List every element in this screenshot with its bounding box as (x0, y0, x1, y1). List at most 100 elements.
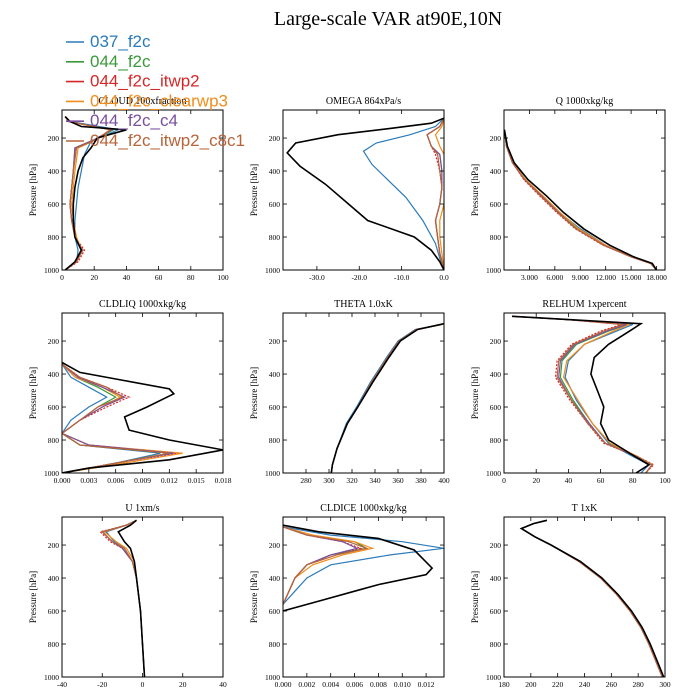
y-tick-label: 600 (269, 607, 281, 616)
y-tick-label: 1000 (44, 673, 59, 682)
y-tick-label: 1000 (486, 469, 501, 478)
y-tick-label: 600 (48, 607, 60, 616)
panel-6: U 1xm/s Pressure [hPa] -40 -20 0 20 40 200 400 60… (28, 503, 227, 689)
panel-title: Q 1000xkg/kg (556, 96, 614, 107)
series-line-6 (283, 524, 434, 612)
legend-label: 044_f2c_c4 (90, 111, 178, 130)
series-line-2 (330, 323, 442, 473)
series-line-3 (330, 323, 442, 473)
y-tick-label: 800 (269, 436, 281, 445)
series-line-5 (426, 117, 444, 270)
x-tick-label: 18.000 (646, 273, 667, 282)
series-line-3 (520, 519, 663, 677)
panel-1: OMEGA 864xPa/s Pressure [hPa] -30.0 -20.0 -1… (249, 96, 449, 282)
y-tick-label: 600 (490, 200, 502, 209)
y-axis-label: Pressure [hPa] (249, 367, 259, 419)
panel-title: OMEGA 864xPa/s (326, 96, 401, 107)
y-tick-label: 200 (269, 134, 281, 143)
series-line-0 (511, 315, 650, 473)
series-line-2 (520, 519, 663, 677)
series-line-5 (330, 323, 442, 473)
series-group (99, 519, 146, 677)
x-tick-label: 0.008 (370, 680, 387, 689)
plot-frame (282, 109, 445, 271)
x-tick-label: 12.000 (595, 273, 616, 282)
y-tick-label: 400 (269, 370, 281, 379)
y-tick-label: 600 (490, 403, 502, 412)
panel-title: CLDICE 1000xkg/kg (320, 503, 406, 514)
x-tick-label: 0.003 (80, 476, 97, 485)
legend-item: 044_f2c_itwp2_c8c1 (66, 131, 245, 150)
x-tick-label: 0 (141, 680, 145, 689)
series-group (330, 322, 444, 473)
panel-8: T 1xK Pressure [hPa] 180 200 220 240 260 280 300… (470, 503, 671, 689)
x-tick-label: 0.006 (346, 680, 363, 689)
plot-frame (61, 312, 224, 474)
y-tick-label: 600 (48, 403, 60, 412)
series-group (504, 129, 658, 270)
series-line-3 (504, 129, 657, 270)
series-group (519, 519, 665, 677)
x-tick-label: 320 (346, 476, 358, 485)
x-tick-label: 280 (300, 476, 312, 485)
series-line-0 (520, 519, 663, 677)
x-tick-label: 0.015 (188, 476, 205, 485)
y-axis-label: Pressure [hPa] (470, 164, 480, 216)
panel-title: CLDLIQ 1000xkg/kg (99, 299, 186, 310)
x-tick-label: 80 (187, 273, 195, 282)
x-tick-label: 3.000 (521, 273, 538, 282)
series-line-2 (99, 519, 146, 677)
x-tick-label: 6.000 (546, 273, 563, 282)
series-line-0 (504, 129, 657, 270)
y-tick-label: 400 (490, 167, 502, 176)
x-tick-label: 180 (498, 680, 510, 689)
series-group (62, 361, 223, 473)
x-tick-label: -10.0 (394, 273, 410, 282)
series-line-5 (511, 315, 653, 473)
series-line-6 (62, 361, 223, 473)
x-tick-label: 0.0 (439, 273, 449, 282)
y-tick-label: 800 (490, 436, 502, 445)
panel-7: CLDICE 1000xkg/kg Pressure [hPa] 0.000 0.00… (249, 503, 445, 689)
legend-item: 044_f2c_clearwp3 (66, 91, 228, 110)
x-tick-label: 0.002 (298, 680, 315, 689)
y-tick-label: 400 (490, 370, 502, 379)
x-tick-label: 80 (629, 476, 637, 485)
series-line-6 (286, 117, 444, 270)
y-tick-label: 1000 (265, 266, 280, 275)
y-axis-label: Pressure [hPa] (28, 164, 38, 216)
x-tick-label: 40 (565, 476, 573, 485)
x-tick-label: -30.0 (309, 273, 325, 282)
panel-title: U 1xm/s (125, 503, 159, 514)
series-line-1 (330, 323, 442, 473)
series-line-6 (64, 116, 127, 270)
y-tick-label: 800 (48, 233, 60, 242)
panel-3: CLDLIQ 1000xkg/kg Pressure [hPa] 0.000 0.00… (28, 299, 232, 485)
x-tick-label: 0 (502, 476, 506, 485)
series-group (283, 524, 444, 612)
y-tick-label: 600 (269, 200, 281, 209)
series-line-5 (504, 129, 657, 270)
x-tick-label: 340 (369, 476, 381, 485)
plot-frame (282, 312, 445, 474)
panel-0: CLOUD 100xfraction Pressure [hPa] 0 20 40 60 8… (28, 96, 229, 282)
panels: CLOUD 100xfraction Pressure [hPa] 0 20 40 60 8… (28, 96, 671, 689)
series-line-1 (520, 519, 663, 677)
series-group (511, 315, 655, 473)
y-tick-label: 800 (490, 640, 502, 649)
x-tick-label: 20 (532, 476, 540, 485)
legend: 037_f2c044_f2c044_f2c_itwp2044_f2c_clear… (66, 32, 245, 150)
x-tick-label: 40 (123, 273, 131, 282)
plot-frame (503, 516, 666, 678)
series-line-4 (520, 519, 663, 677)
plot-frame (503, 109, 666, 271)
x-tick-label: 200 (525, 680, 537, 689)
series-line-0 (330, 323, 442, 473)
x-tick-label: 360 (392, 476, 404, 485)
x-tick-label: -20 (97, 680, 107, 689)
x-tick-label: 280 (633, 680, 645, 689)
legend-label: 044_f2c (90, 52, 151, 71)
y-tick-label: 200 (48, 337, 60, 346)
x-tick-label: 0.010 (394, 680, 411, 689)
x-tick-label: 300 (659, 680, 671, 689)
